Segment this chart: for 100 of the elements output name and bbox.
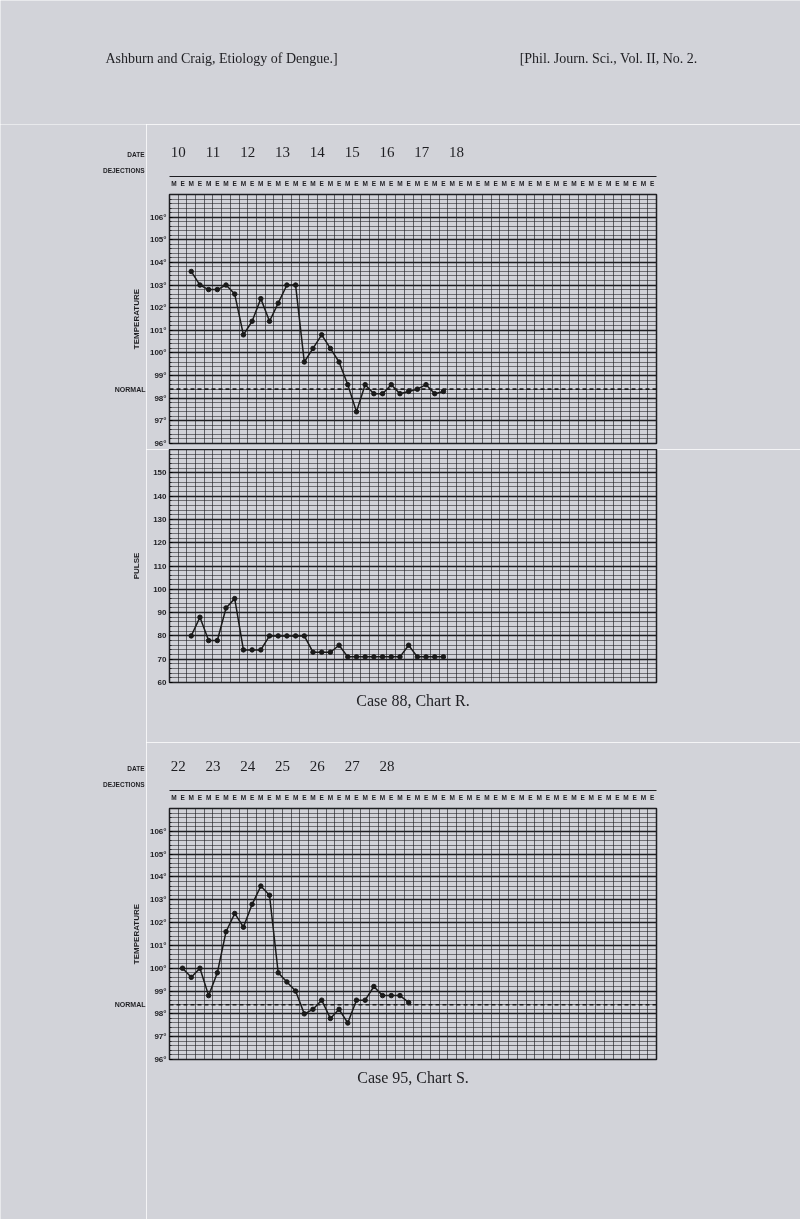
point — [336, 1006, 342, 1013]
point — [353, 997, 360, 1003]
x2-tick-label: 23 — [205, 757, 221, 774]
point — [179, 965, 186, 971]
x2-tick-label: 10 — [170, 143, 186, 160]
y-tick-label: 120 — [153, 538, 168, 548]
x2-tick-label: 18 — [448, 143, 464, 160]
y-tick-label: 106° — [149, 212, 167, 222]
point — [240, 332, 247, 338]
point — [405, 999, 412, 1006]
point — [240, 924, 247, 930]
point — [371, 390, 377, 397]
point — [292, 282, 299, 288]
y-tick-label: 102° — [149, 918, 167, 928]
y-axis-title: TEMPERATURE — [132, 903, 141, 965]
y-tick-label: 98° — [154, 1009, 167, 1019]
y-tick-label: 105° — [149, 235, 167, 245]
point — [310, 1006, 316, 1013]
x2-tick-label: 26 — [309, 757, 326, 774]
point — [249, 318, 255, 325]
y-tick-label: 130 — [153, 514, 168, 524]
point — [231, 910, 238, 917]
y-tick-label: 99° — [154, 986, 167, 996]
point — [388, 381, 395, 388]
point — [231, 291, 238, 297]
x2-tick-label: 11 — [205, 143, 221, 160]
point — [301, 359, 308, 365]
x2-tick-label: 12 — [240, 143, 256, 160]
point — [214, 970, 221, 976]
point — [258, 295, 264, 302]
point — [205, 992, 212, 999]
point — [388, 992, 395, 999]
y-tick-label: 104° — [149, 257, 167, 267]
x2-tick-label: 25 — [275, 757, 291, 774]
y-tick-label: 96° — [154, 439, 167, 448]
text: Case 95, Chart S. — [357, 1068, 469, 1086]
point — [292, 988, 299, 994]
y-tick-label: 102° — [149, 303, 167, 313]
y-tick-label: 97° — [154, 1032, 167, 1042]
x2-tick-label: 24 — [240, 757, 256, 774]
point — [440, 388, 447, 395]
point — [197, 965, 203, 971]
point — [371, 983, 377, 990]
x2-tick-label: 16 — [379, 143, 395, 160]
x2-tick-label: 27 — [344, 757, 361, 774]
point — [423, 381, 429, 388]
point — [223, 928, 229, 935]
point — [214, 286, 221, 293]
point — [345, 381, 351, 388]
y-tick-label: 96° — [154, 1055, 167, 1064]
point — [431, 390, 438, 397]
x2-tick-label: 22 — [170, 757, 186, 774]
x2-tick-label: 28 — [379, 757, 395, 774]
point — [188, 974, 194, 981]
y-tick-label: 100° — [149, 348, 167, 358]
point — [258, 883, 264, 889]
point — [310, 345, 316, 352]
text: Ashburn and Craig, Etiology of Dengue.] — [105, 51, 338, 66]
point — [275, 970, 281, 976]
point — [301, 1011, 308, 1017]
point — [405, 388, 412, 395]
y-tick-label: 140 — [153, 491, 168, 501]
point — [318, 332, 325, 338]
point — [336, 359, 342, 365]
y-tick-label: 106° — [149, 826, 167, 836]
point — [223, 282, 229, 288]
y-tick-label: 100° — [149, 963, 167, 973]
x2-tick-label: 15 — [344, 143, 360, 160]
y-tick-label: 104° — [149, 872, 167, 882]
point — [197, 282, 203, 288]
point — [188, 268, 194, 275]
point — [284, 282, 290, 288]
x2-tick-label: 17 — [414, 143, 430, 160]
y-tick-label: 150 — [153, 468, 168, 478]
point — [327, 345, 334, 352]
x2-tick-label: 14 — [309, 143, 326, 160]
text: [Phil. Journ. Sci., Vol. II, No. 2. — [519, 51, 698, 66]
point — [397, 390, 403, 397]
y-tick-label: 103° — [149, 280, 167, 290]
point — [397, 992, 403, 999]
point — [353, 409, 360, 415]
y-tick-label: 97° — [154, 416, 167, 426]
y-tick-label: 103° — [149, 895, 167, 905]
point — [362, 381, 368, 388]
x2-tick-label: 13 — [275, 143, 291, 160]
y-tick-label: 98° — [154, 393, 167, 403]
y-tick-label: 101° — [149, 940, 167, 950]
point — [266, 892, 273, 898]
point — [266, 318, 273, 325]
point — [249, 901, 255, 908]
point — [275, 300, 281, 306]
point — [379, 992, 386, 999]
y-axis-title: TEMPERATURE — [132, 288, 141, 350]
point — [318, 997, 325, 1003]
y-tick-label: 99° — [154, 371, 167, 381]
y-tick-label: 101° — [149, 325, 167, 335]
point — [284, 979, 290, 985]
point — [327, 1015, 334, 1022]
point — [205, 286, 212, 293]
point — [345, 1020, 351, 1026]
